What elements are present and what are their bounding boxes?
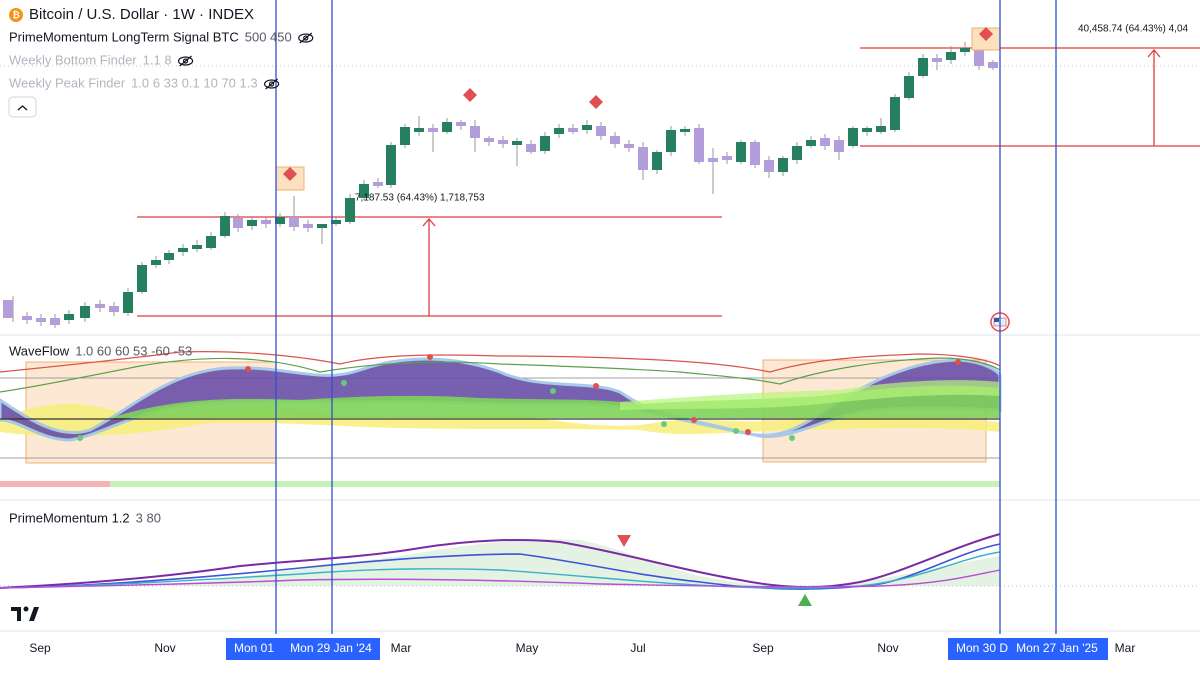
peak-markers (283, 27, 993, 181)
hidden-icon[interactable] (298, 32, 314, 44)
symbol-icon (9, 8, 23, 22)
cursor-label: Mon 01 (234, 641, 274, 655)
wave-dots (77, 380, 795, 441)
time-label: Mar (391, 641, 412, 655)
indicator-name: Weekly Bottom Finder (9, 52, 137, 67)
wave-red-line (0, 351, 1001, 373)
hidden-icon[interactable] (263, 78, 280, 90)
state-strip (110, 481, 1000, 487)
symbol-icon-glyph: ₿ (12, 10, 19, 20)
cursor-label-bg (948, 638, 1108, 660)
buy-signal (798, 594, 812, 606)
indicator-name: Weekly Peak Finder (9, 75, 126, 90)
indicator-params: 1.1 8 (143, 52, 172, 67)
time-label: Sep (752, 641, 774, 655)
momentum-magenta (0, 569, 1001, 589)
cursor-label-bg (226, 638, 380, 660)
state-strip (0, 481, 110, 487)
time-label: Nov (154, 641, 175, 655)
wave-lime (620, 380, 1000, 410)
collapse-button[interactable] (8, 96, 37, 118)
indicator-params: 1.0 6 33 0.1 10 70 1.3 (131, 75, 258, 90)
pane-name: WaveFlow (9, 343, 70, 358)
time-label: May (516, 641, 539, 655)
pane-params: 3 80 (136, 510, 161, 525)
indicator-name: PrimeMomentum LongTerm Signal BTC (9, 29, 239, 44)
measure-label: 40,458.74 (64.43%) 4,04 (1078, 24, 1189, 35)
cursor-lines (275, 0, 1057, 634)
hidden-icon[interactable] (177, 55, 194, 67)
indicator-params: 500 450 (245, 29, 292, 44)
time-label: Sep (29, 641, 51, 655)
cursor-label: Mon 27 Jan '25 (1016, 641, 1098, 655)
time-label: Nov (877, 641, 898, 655)
time-label: Jul (630, 641, 645, 655)
wave-green-line (0, 357, 1001, 393)
collapse-icon (17, 105, 28, 111)
sell-signal (617, 535, 631, 547)
pane-params: 1.0 60 60 53 -60 -53 (75, 343, 192, 358)
cursor-label: Mon 30 D (956, 641, 1008, 655)
cursor-label: Mon 29 Jan '24 (290, 641, 372, 655)
momentum-purple (0, 533, 1001, 589)
pane-name: PrimeMomentum 1.2 (9, 510, 130, 525)
symbol-title: Bitcoin / U.S. Dollar · 1W · INDEX (29, 6, 254, 23)
measure-label: 7,187.53 (64.43%) 1,718,753 (355, 193, 485, 204)
measure-tool (137, 47, 1200, 317)
wave-dots (245, 354, 961, 435)
time-label: Mar (1115, 641, 1136, 655)
tv-logo (11, 606, 39, 621)
